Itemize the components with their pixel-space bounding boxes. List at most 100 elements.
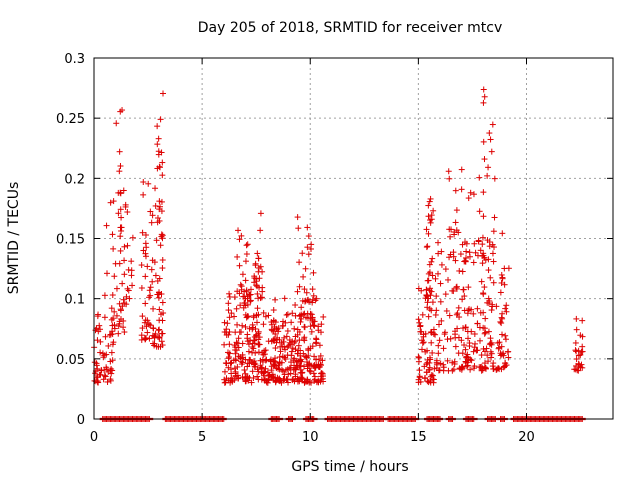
data-point (498, 331, 505, 338)
data-point (425, 313, 432, 320)
data-point (117, 224, 124, 231)
data-point (468, 328, 475, 335)
data-point (243, 242, 250, 249)
data-point (300, 273, 307, 280)
data-point (498, 366, 505, 373)
data-point (298, 376, 305, 383)
data-point (307, 368, 314, 375)
data-point (255, 349, 262, 356)
data-point (419, 340, 426, 347)
data-point (117, 108, 124, 115)
data-point (276, 354, 283, 361)
data-point (577, 351, 584, 358)
data-point (117, 247, 124, 254)
data-point (477, 337, 484, 344)
data-point (101, 314, 108, 321)
data-point (462, 258, 469, 265)
data-point (143, 244, 150, 251)
data-point (245, 341, 252, 348)
data-point (423, 369, 430, 376)
data-point (94, 313, 101, 320)
data-point (470, 259, 477, 266)
data-point (116, 320, 123, 327)
data-point (107, 331, 114, 338)
data-point (463, 363, 470, 370)
data-point (119, 280, 126, 287)
data-point (233, 305, 240, 312)
data-point (285, 379, 292, 386)
data-point (124, 242, 131, 249)
data-point (158, 311, 165, 318)
data-point (292, 366, 299, 373)
data-point (318, 376, 325, 383)
data-point (156, 198, 163, 205)
data-point (418, 328, 425, 335)
data-point (153, 237, 160, 244)
data-point (289, 345, 296, 352)
data-point (237, 302, 244, 309)
data-point (303, 289, 310, 296)
data-point (422, 374, 429, 381)
data-point (117, 190, 124, 197)
data-point (103, 270, 110, 277)
data-point (265, 312, 272, 319)
data-point (428, 339, 435, 346)
data-point (110, 198, 117, 205)
data-point (261, 377, 268, 384)
data-point (154, 123, 161, 130)
y-tick-label: 0.05 (56, 353, 85, 368)
data-point (455, 229, 462, 236)
data-point (458, 337, 465, 344)
data-point (428, 258, 435, 265)
data-point (157, 116, 164, 123)
data-point (226, 293, 233, 300)
data-point (416, 319, 423, 326)
data-point (572, 339, 579, 346)
data-point (480, 291, 487, 298)
data-point (101, 366, 108, 373)
data-point (255, 341, 262, 348)
data-point (488, 350, 495, 357)
data-point (158, 330, 165, 337)
y-tick-label: 0.1 (64, 293, 85, 308)
data-point (432, 275, 439, 282)
y-tick-label: 0.15 (56, 233, 85, 248)
data-point (452, 328, 459, 335)
data-point (242, 302, 249, 309)
data-point (291, 378, 298, 385)
data-point (480, 99, 487, 106)
data-point (462, 324, 469, 331)
data-point (244, 295, 251, 302)
data-point (435, 250, 442, 257)
data-point (305, 251, 312, 258)
data-point (129, 234, 136, 241)
data-point (113, 120, 120, 127)
data-point (231, 313, 238, 320)
data-point (116, 168, 123, 175)
data-point (478, 367, 485, 374)
data-point (258, 294, 265, 301)
data-point (499, 274, 506, 281)
data-point (310, 322, 317, 329)
data-point (156, 334, 163, 341)
data-point (445, 168, 452, 175)
data-point (305, 233, 312, 240)
data-point (249, 368, 256, 375)
data-point (101, 292, 108, 299)
data-point (480, 138, 487, 145)
data-point (450, 249, 457, 256)
data-point (305, 345, 312, 352)
data-point (294, 326, 301, 333)
data-point (453, 207, 460, 214)
data-point (579, 317, 586, 324)
data-point (242, 323, 249, 330)
data-point (450, 366, 457, 373)
data-point (159, 159, 166, 166)
data-point (444, 336, 451, 343)
data-point (257, 227, 264, 234)
x-tick-label: 5 (198, 430, 206, 445)
data-point (254, 366, 261, 373)
data-point (250, 312, 257, 319)
data-point (300, 335, 307, 342)
